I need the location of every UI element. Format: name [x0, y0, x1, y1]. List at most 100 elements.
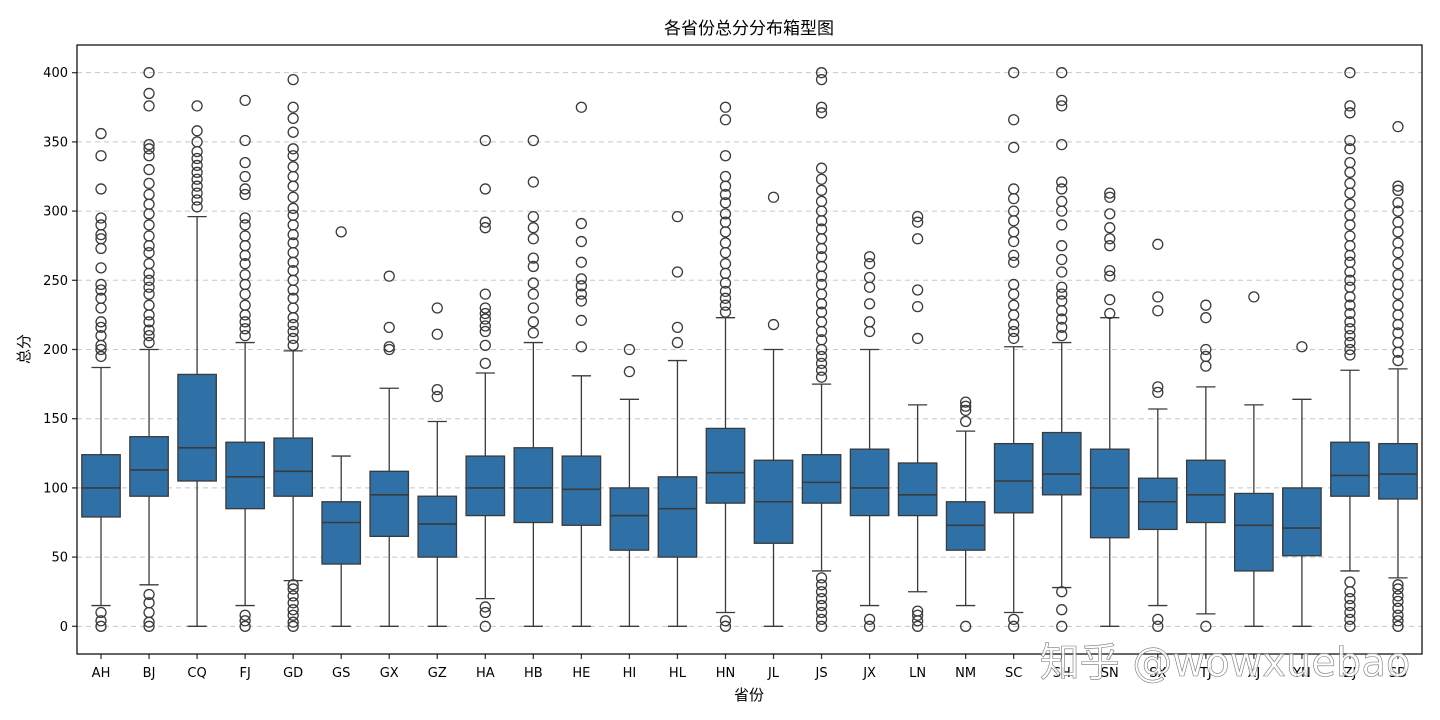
outlier-point	[1392, 197, 1404, 209]
outlier-point	[1056, 94, 1068, 107]
outlier-point	[863, 258, 876, 270]
outlier-point	[143, 267, 155, 280]
outlier-point	[527, 252, 539, 264]
outlier-point	[1344, 307, 1356, 320]
outlier-point	[239, 288, 251, 300]
outlier-point	[287, 180, 299, 192]
outlier-point	[1392, 246, 1404, 259]
outlier-point	[960, 396, 972, 408]
y-tick-label-250: 250	[43, 274, 68, 289]
iqr-box	[561, 455, 602, 526]
outlier-point	[479, 620, 491, 632]
outlier-point	[623, 365, 636, 378]
outlier-point	[1056, 195, 1068, 208]
outlier-point	[960, 620, 972, 632]
outlier-point	[191, 180, 203, 192]
outlier-point	[1008, 192, 1020, 205]
outlier-point	[191, 100, 203, 112]
outlier-point	[1104, 270, 1116, 282]
outlier-point	[575, 341, 588, 353]
outlier-point	[815, 572, 828, 584]
iqr-box	[705, 427, 746, 504]
outlier-point	[1392, 237, 1404, 249]
x-tick-label-JX: JX	[862, 666, 876, 681]
outlier-point	[1392, 216, 1404, 228]
outlier-point	[815, 606, 828, 619]
outlier-point	[719, 246, 732, 259]
outlier-point	[1008, 67, 1020, 79]
outlier-point	[1056, 253, 1068, 266]
grid-lines	[77, 72, 1422, 627]
outlier-point	[1392, 583, 1404, 595]
outlier-point	[287, 609, 299, 621]
outlier-point	[1056, 219, 1068, 231]
outlier-point	[95, 606, 107, 619]
outlier-point	[1344, 230, 1356, 242]
iqr-box	[1041, 431, 1082, 496]
x-tick-label-HB: HB	[524, 666, 543, 681]
iqr-box	[129, 436, 169, 497]
outlier-point	[1056, 295, 1068, 307]
y-axis-label: 总分	[15, 334, 33, 364]
box-group-YN	[1282, 341, 1322, 627]
outlier-point	[287, 150, 299, 162]
outlier-point	[1344, 240, 1356, 252]
outlier-point	[143, 163, 155, 176]
outlier-point	[1152, 291, 1164, 303]
outlier-point	[719, 114, 732, 126]
outlier-point	[287, 332, 299, 345]
outlier-point	[1008, 114, 1020, 126]
outlier-point	[143, 299, 155, 311]
outlier-point	[1344, 349, 1356, 361]
outlier-point	[1344, 620, 1356, 632]
outlier-point	[335, 226, 347, 238]
outlier-point	[143, 143, 155, 155]
outlier-point	[911, 332, 924, 345]
outlier-point	[95, 212, 107, 224]
outlier-point	[863, 620, 876, 632]
y-tick-label-400: 400	[43, 66, 68, 81]
outlier-point	[431, 383, 443, 396]
outlier-point	[287, 170, 299, 183]
iqr-box	[897, 462, 938, 517]
outlier-point	[815, 586, 828, 598]
outlier-point	[911, 605, 924, 617]
outlier-point	[1008, 309, 1020, 321]
outlier-point	[1344, 209, 1356, 221]
outlier-point	[239, 309, 251, 321]
outlier-point	[287, 191, 299, 203]
outlier-point	[95, 343, 107, 356]
outlier-point	[1056, 313, 1068, 325]
outlier-point	[479, 134, 491, 147]
outlier-point	[1392, 609, 1404, 621]
outlier-point	[1392, 269, 1404, 281]
x-tick-label-SX: SX	[1149, 666, 1166, 681]
outlier-point	[479, 601, 491, 613]
outlier-point	[383, 321, 395, 334]
box-group-NM	[945, 396, 986, 632]
outlier-point	[719, 237, 732, 249]
outlier-point	[1392, 595, 1404, 608]
outlier-point	[815, 107, 828, 119]
outlier-point	[191, 173, 203, 185]
outlier-point	[575, 235, 588, 248]
outlier-point	[1008, 288, 1020, 300]
box-group-GX	[369, 270, 410, 627]
outlier-point	[1392, 184, 1404, 196]
outlier-point	[1344, 249, 1356, 262]
outlier-point	[1008, 183, 1020, 195]
outlier-point	[815, 233, 828, 245]
outlier-point	[719, 226, 732, 238]
outlier-point	[527, 233, 539, 245]
iqr-box	[849, 448, 890, 517]
outlier-point	[287, 209, 299, 221]
iqr-box	[801, 454, 842, 504]
outlier-point	[815, 278, 828, 291]
outlier-point	[1104, 307, 1116, 320]
outlier-point	[431, 302, 443, 314]
iqr-box	[657, 476, 698, 558]
outlier-point	[1008, 620, 1020, 632]
iqr-box	[465, 455, 506, 517]
outlier-point	[191, 136, 203, 148]
outlier-point	[95, 150, 107, 162]
